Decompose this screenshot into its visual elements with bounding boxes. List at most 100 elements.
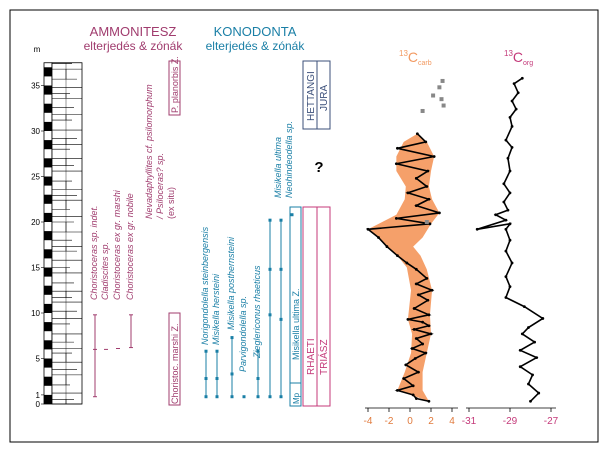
ammonite-zone-upper: P. planorbis Z. — [170, 56, 180, 113]
carb-point — [366, 227, 370, 231]
conodont-taxon: Misikella hersteini — [211, 273, 221, 345]
carb-point — [414, 282, 418, 286]
conodont-occurrence — [256, 349, 260, 353]
carb-x-tick-label: 0 — [407, 416, 413, 427]
org-point — [504, 227, 508, 231]
org-point — [508, 169, 512, 173]
org-point — [531, 373, 534, 377]
org-point — [510, 125, 514, 128]
org-point — [494, 213, 498, 217]
carb-point — [426, 169, 430, 173]
carb-point — [424, 140, 428, 144]
system-upper: JURA — [319, 85, 330, 111]
scale-bar-segment — [44, 303, 52, 313]
carb-label-prefix: 13 — [399, 49, 408, 58]
scale-bar-segment — [44, 394, 52, 404]
stage-upper: HETTANGI — [306, 71, 317, 121]
carb-outlier — [437, 85, 442, 90]
org-point — [510, 145, 514, 149]
org-point — [506, 156, 510, 160]
scale-bar-segment — [44, 158, 52, 168]
org-point — [508, 191, 512, 195]
depth-tick-label: 25 — [31, 173, 40, 182]
conodont-subheading: elterjedés & zónák — [206, 39, 306, 53]
scale-bar-segment — [44, 376, 52, 386]
org-point — [475, 227, 479, 231]
scale-bar-segment — [44, 249, 52, 259]
org-point — [533, 340, 536, 344]
conodont-occurrence — [268, 395, 272, 399]
conodont-taxon: Zieglericonus rhaeticus — [252, 265, 262, 359]
depth-tick-label: 30 — [31, 127, 40, 136]
conodont-occurrence — [279, 267, 283, 271]
org-x-tick-label: -27 — [544, 416, 559, 427]
carb-point — [427, 324, 431, 328]
conodont-occurrence — [242, 395, 246, 399]
carb-point — [413, 357, 417, 360]
carb-point — [414, 337, 418, 340]
carb-point — [432, 155, 436, 158]
carb-point — [385, 245, 389, 248]
carb-point — [421, 320, 424, 324]
ammonite-taxon: / Psiloceras? sp. — [155, 153, 165, 220]
org-point — [504, 296, 508, 299]
org-label-sub: org — [523, 60, 533, 67]
scale-bar-segment — [44, 212, 52, 222]
conodont-occurrence — [268, 267, 272, 271]
depth-tick-label: 10 — [31, 309, 40, 318]
conodont-zone-main: Misikella ultima Z. — [291, 288, 301, 360]
carb-isotope-label: 13Ccarb — [399, 49, 432, 67]
triasz-box — [316, 206, 331, 407]
org-isotope-plot: -31 -29 -27 — [462, 76, 559, 427]
carb-point — [414, 204, 418, 208]
litho-column-frame — [51, 62, 83, 405]
carb-point — [415, 132, 419, 136]
conodont-taxon: Misikella ultima — [273, 137, 283, 198]
scale-bar-segment — [44, 103, 52, 113]
conodont-occurrence — [268, 218, 272, 222]
org-x-tick-label: -29 — [503, 416, 518, 427]
carb-envelope — [368, 133, 440, 402]
conodont-occurrence — [215, 395, 219, 399]
org-point — [504, 249, 508, 253]
depth-tick-label: 0 — [36, 400, 41, 409]
carb-outlier — [431, 93, 436, 98]
carb-point — [428, 222, 432, 226]
carb-outlier — [440, 78, 445, 83]
jura-box — [316, 60, 331, 130]
org-point — [514, 107, 518, 111]
org-point — [541, 317, 545, 320]
carb-point — [412, 327, 416, 331]
ammonite-taxon: Choristoceras ex gr. marshi — [112, 189, 122, 300]
carb-point — [424, 351, 428, 355]
ammonite-zone-lower: Choristoc. marshi Z. — [170, 323, 180, 404]
scale-bar-segment — [44, 121, 52, 131]
org-x-tick-label: -31 — [462, 416, 477, 427]
conodont-zone-small: Mp — [292, 392, 301, 404]
conodont-occurrence — [204, 349, 208, 353]
org-point — [504, 275, 508, 278]
carb-point — [411, 384, 415, 388]
carb-point — [430, 288, 434, 292]
ammonite-ranges — [93, 314, 133, 398]
org-point — [520, 76, 524, 80]
carb-point — [427, 399, 431, 403]
ammonite-taxon: (ex situ) — [166, 187, 176, 219]
carb-outlier — [420, 108, 425, 113]
carb-outlier — [441, 103, 446, 108]
depth-tick-label: 5 — [36, 355, 41, 364]
carb-isotope-plot: -4 -2 0 2 4 — [364, 78, 458, 427]
conodont-taxon: Neohindeodella sp. — [284, 121, 294, 198]
carb-point — [396, 254, 399, 258]
ammonite-subheading: elterjedés & zónák — [84, 39, 184, 53]
org-point — [518, 348, 522, 352]
ammonite-taxon: Choristoceras ex gr. nobile — [125, 193, 135, 300]
carb-point — [412, 307, 416, 310]
depth-tick-label: 15 — [31, 264, 40, 273]
scale-bar-segment — [44, 322, 52, 332]
carb-point — [417, 370, 420, 374]
org-point — [504, 218, 508, 222]
carb-point — [411, 393, 415, 397]
carb-point — [377, 236, 380, 239]
